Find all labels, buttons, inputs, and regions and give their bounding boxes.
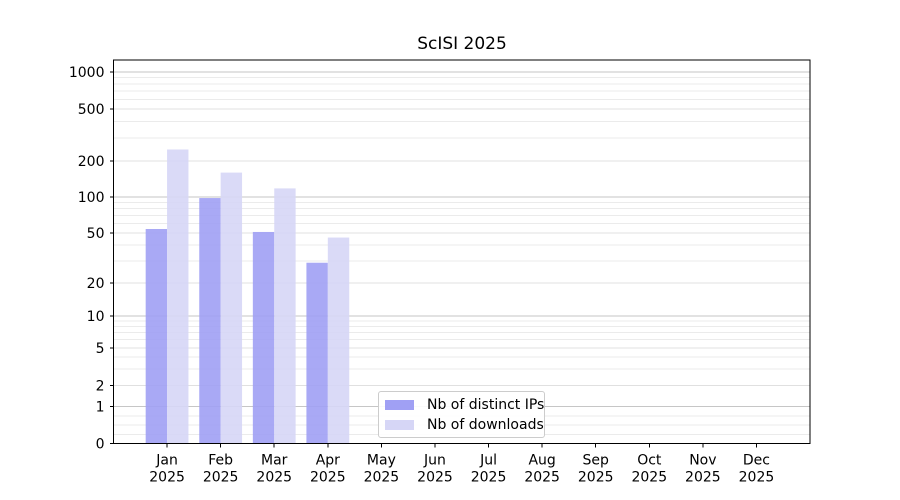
x-tick-label-year: 2025 — [524, 470, 560, 486]
bar-distinct-ips — [145, 229, 168, 444]
x-tick-label-month: May — [367, 453, 396, 469]
x-tick-label-year: 2025 — [310, 470, 346, 486]
x-tick-label-year: 2025 — [685, 470, 721, 486]
x-tick-label-year: 2025 — [203, 470, 239, 486]
bar-distinct-ips — [252, 231, 275, 444]
x-tick-label-year: 2025 — [364, 470, 400, 486]
bar-distinct-ips — [199, 198, 221, 444]
x-tick-label-month: Feb — [208, 453, 233, 469]
bar-distinct-ips — [306, 262, 328, 444]
y-tick-label: 500 — [78, 102, 105, 118]
x-tick-label-year: 2025 — [739, 470, 775, 486]
x-tick-label-month: Nov — [689, 453, 716, 469]
x-tick-label-month: Dec — [743, 453, 770, 469]
bar-downloads — [167, 149, 189, 444]
x-tick-label-year: 2025 — [631, 470, 667, 486]
x-tick-label-month: Jul — [479, 453, 497, 469]
y-tick-label: 50 — [87, 226, 105, 242]
legend-swatch-downloads — [385, 419, 414, 430]
legend-swatch-distinct-ips — [385, 399, 414, 410]
y-tick-label: 0 — [96, 436, 105, 452]
y-tick-label: 2 — [96, 378, 105, 394]
legend-item-distinct-ips: Nb of distinct IPs — [385, 397, 544, 413]
y-tick-label: 200 — [78, 154, 105, 170]
legend-label-distinct-ips: Nb of distinct IPs — [427, 396, 545, 413]
chart-title: ScISI 2025 — [417, 34, 507, 54]
legend-item-downloads: Nb of downloads — [385, 417, 544, 433]
y-tick-label: 1 — [96, 399, 105, 415]
x-tick-label-month: Sep — [583, 453, 610, 469]
axes-spines — [113, 59, 811, 444]
x-tick-label-year: 2025 — [578, 470, 614, 486]
bar-downloads — [220, 172, 243, 444]
bar-downloads — [274, 188, 296, 444]
bar-downloads — [327, 237, 350, 444]
y-tick-label: 10 — [87, 309, 105, 325]
x-tick-label-year: 2025 — [417, 470, 453, 486]
x-tick-label-year: 2025 — [256, 470, 292, 486]
x-tick-label-month: Oct — [637, 453, 662, 469]
x-tick-label-year: 2025 — [471, 470, 507, 486]
x-tick-label-month: Jan — [155, 453, 178, 469]
y-tick-label: 5 — [96, 341, 105, 357]
y-tick-label: 1000 — [69, 65, 105, 81]
legend: Nb of distinct IPs Nb of downloads — [378, 391, 545, 438]
legend-label-downloads: Nb of downloads — [427, 416, 544, 433]
x-tick-label-month: Aug — [528, 453, 555, 469]
x-tick-label-month: Apr — [316, 453, 340, 469]
x-tick-label-month: Mar — [261, 453, 288, 469]
y-tick-label: 100 — [78, 190, 105, 206]
x-tick-label-month: Jun — [423, 453, 446, 469]
x-tick-label-year: 2025 — [149, 470, 185, 486]
y-tick-label: 20 — [87, 276, 105, 292]
